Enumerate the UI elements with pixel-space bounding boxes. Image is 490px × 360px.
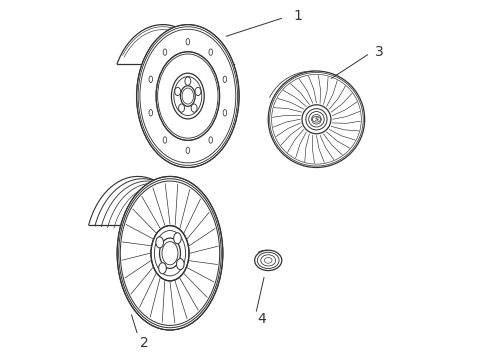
- Ellipse shape: [176, 258, 184, 270]
- Ellipse shape: [312, 114, 321, 124]
- Ellipse shape: [149, 109, 152, 116]
- Text: S: S: [315, 117, 318, 122]
- Ellipse shape: [159, 263, 166, 274]
- Ellipse shape: [195, 87, 201, 95]
- Ellipse shape: [209, 49, 213, 55]
- Ellipse shape: [163, 49, 167, 55]
- Ellipse shape: [223, 109, 227, 116]
- Ellipse shape: [223, 76, 227, 82]
- Ellipse shape: [191, 104, 197, 112]
- Ellipse shape: [180, 86, 195, 106]
- Text: 1: 1: [293, 9, 302, 23]
- Ellipse shape: [255, 250, 282, 271]
- Ellipse shape: [179, 104, 185, 112]
- Ellipse shape: [175, 87, 181, 95]
- Ellipse shape: [156, 237, 164, 248]
- Text: 3: 3: [375, 45, 384, 59]
- Ellipse shape: [151, 226, 189, 281]
- Ellipse shape: [306, 109, 327, 130]
- Ellipse shape: [261, 255, 276, 266]
- Ellipse shape: [186, 39, 190, 45]
- Ellipse shape: [186, 147, 190, 154]
- Ellipse shape: [209, 137, 213, 143]
- Ellipse shape: [149, 76, 152, 82]
- Text: 2: 2: [140, 336, 148, 350]
- Ellipse shape: [302, 105, 331, 134]
- Ellipse shape: [137, 24, 239, 167]
- Ellipse shape: [163, 137, 167, 143]
- Ellipse shape: [160, 238, 180, 269]
- Ellipse shape: [117, 176, 223, 330]
- Text: 4: 4: [258, 312, 266, 326]
- Ellipse shape: [172, 73, 204, 119]
- Ellipse shape: [156, 52, 220, 140]
- Ellipse shape: [185, 77, 191, 85]
- Ellipse shape: [173, 233, 181, 244]
- Ellipse shape: [268, 71, 365, 167]
